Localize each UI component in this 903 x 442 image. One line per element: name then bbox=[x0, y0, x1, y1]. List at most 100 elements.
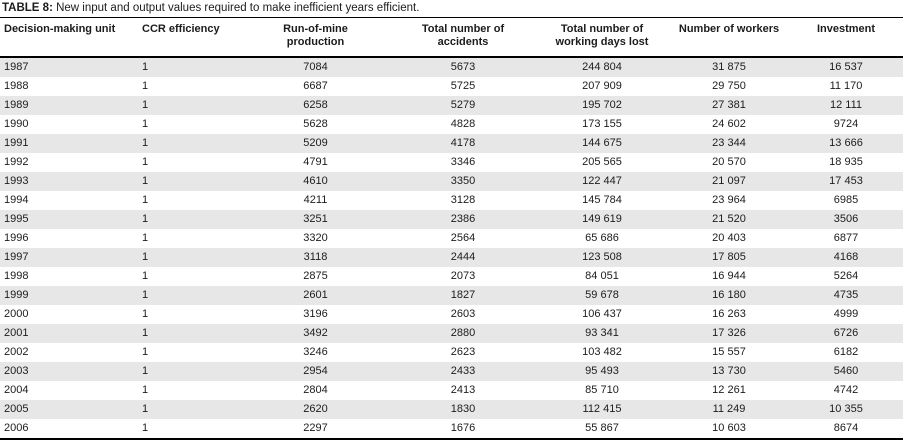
header-investment: Investment bbox=[789, 18, 903, 58]
value-cell: 1 bbox=[142, 213, 149, 225]
value-cell: 112 415 bbox=[582, 403, 622, 415]
value-cell: 55 867 bbox=[585, 422, 619, 434]
value-cell: 1 bbox=[142, 251, 149, 263]
value-cell: 1 bbox=[142, 118, 149, 130]
value-cell: 21 520 bbox=[712, 213, 746, 225]
table-caption-label: TABLE 8: bbox=[2, 2, 53, 14]
table-row: 1987 1 7084 5673 244 804 31 875 16 537 bbox=[0, 57, 903, 77]
value-cell: 3350 bbox=[450, 175, 476, 187]
table-row: 1997 1 3118 2444 123 508 17 805 4168 bbox=[0, 248, 903, 267]
value-cell: 4168 bbox=[833, 251, 859, 263]
year-cell: 2001 bbox=[4, 327, 29, 339]
value-cell: 106 437 bbox=[582, 308, 622, 320]
value-cell: 144 675 bbox=[582, 137, 622, 149]
value-cell: 9724 bbox=[833, 118, 859, 130]
value-cell: 149 619 bbox=[582, 213, 622, 225]
value-cell: 93 341 bbox=[585, 327, 619, 339]
table-row: 1996 1 3320 2564 65 686 20 403 6877 bbox=[0, 229, 903, 248]
value-cell: 5725 bbox=[450, 80, 476, 92]
value-cell: 23 964 bbox=[712, 194, 746, 206]
value-cell: 1 bbox=[142, 422, 149, 434]
value-cell: 5460 bbox=[833, 365, 859, 377]
table-row: 2003 1 2954 2433 95 493 13 730 5460 bbox=[0, 362, 903, 381]
value-cell: 59 678 bbox=[585, 289, 619, 301]
year-cell: 1987 bbox=[4, 61, 29, 73]
value-cell: 85 710 bbox=[585, 384, 619, 396]
value-cell: 12 111 bbox=[829, 99, 862, 111]
value-cell: 1 bbox=[142, 232, 149, 244]
value-cell: 5279 bbox=[450, 99, 476, 111]
year-cell: 2005 bbox=[4, 403, 29, 415]
table-row: 1991 1 5209 4178 144 675 23 344 13 666 bbox=[0, 134, 903, 153]
year-cell: 2003 bbox=[4, 365, 29, 377]
value-cell: 10 355 bbox=[829, 403, 863, 415]
value-cell: 5628 bbox=[303, 118, 328, 130]
value-cell: 3320 bbox=[303, 232, 328, 244]
year-cell: 1990 bbox=[4, 118, 29, 130]
value-cell: 10 603 bbox=[712, 422, 746, 434]
value-cell: 1 bbox=[142, 61, 149, 73]
table-row: 1993 1 4610 3350 122 447 21 097 17 453 bbox=[0, 172, 903, 191]
value-cell: 6985 bbox=[833, 194, 859, 206]
table-row: 1990 1 5628 4828 173 155 24 602 9724 bbox=[0, 115, 903, 134]
value-cell: 2620 bbox=[303, 403, 328, 415]
value-cell: 2804 bbox=[303, 384, 328, 396]
value-cell: 23 344 bbox=[712, 137, 746, 149]
table-row: 1989 1 6258 5279 195 702 27 381 12 111 bbox=[0, 96, 903, 115]
value-cell: 2413 bbox=[450, 384, 476, 396]
header-run-of-mine-production: Run-of-mine production bbox=[240, 18, 391, 58]
table-caption-text: New input and output values required to … bbox=[52, 2, 420, 14]
value-cell: 2444 bbox=[450, 251, 476, 263]
value-cell: 84 051 bbox=[585, 270, 619, 282]
value-cell: 24 602 bbox=[712, 118, 746, 130]
value-cell: 4828 bbox=[450, 118, 476, 130]
value-cell: 6687 bbox=[303, 80, 328, 92]
value-cell: 123 508 bbox=[582, 251, 622, 263]
value-cell: 5264 bbox=[833, 270, 859, 282]
value-cell: 1 bbox=[142, 308, 149, 320]
value-cell: 1 bbox=[142, 99, 149, 111]
value-cell: 145 784 bbox=[582, 194, 622, 206]
value-cell: 1 bbox=[142, 289, 149, 301]
value-cell: 122 447 bbox=[582, 175, 622, 187]
value-cell: 205 565 bbox=[582, 156, 622, 168]
value-cell: 1 bbox=[142, 194, 149, 206]
value-cell: 17 453 bbox=[829, 175, 863, 187]
value-cell: 1 bbox=[142, 137, 149, 149]
value-cell: 20 403 bbox=[712, 232, 746, 244]
value-cell: 4610 bbox=[303, 175, 328, 187]
year-cell: 1993 bbox=[4, 175, 29, 187]
year-cell: 1995 bbox=[4, 213, 29, 225]
value-cell: 2433 bbox=[450, 365, 476, 377]
table-row: 2005 1 2620 1830 112 415 11 249 10 355 bbox=[0, 400, 903, 419]
value-cell: 2623 bbox=[450, 346, 476, 358]
value-cell: 1827 bbox=[450, 289, 476, 301]
value-cell: 20 570 bbox=[712, 156, 746, 168]
value-cell: 195 702 bbox=[582, 99, 622, 111]
value-cell: 4742 bbox=[833, 384, 859, 396]
value-cell: 1 bbox=[142, 346, 149, 358]
value-cell: 1 bbox=[142, 156, 149, 168]
value-cell: 3506 bbox=[833, 213, 859, 225]
value-cell: 3492 bbox=[303, 327, 328, 339]
value-cell: 2954 bbox=[303, 365, 328, 377]
value-cell: 16 180 bbox=[712, 289, 746, 301]
year-cell: 1994 bbox=[4, 194, 29, 206]
value-cell: 2386 bbox=[450, 213, 476, 225]
header-decision-making-unit: Decision-making unit bbox=[0, 18, 140, 58]
value-cell: 1 bbox=[142, 365, 149, 377]
value-cell: 6258 bbox=[303, 99, 328, 111]
value-cell: 3118 bbox=[303, 251, 328, 263]
value-cell: 15 557 bbox=[712, 346, 746, 358]
year-cell: 1991 bbox=[4, 137, 29, 149]
value-cell: 2875 bbox=[303, 270, 328, 282]
value-cell: 173 155 bbox=[582, 118, 622, 130]
value-cell: 2297 bbox=[303, 422, 328, 434]
header-ccr-efficiency: CCR efficiency bbox=[140, 18, 240, 58]
value-cell: 2603 bbox=[450, 308, 476, 320]
table-row: 1988 1 6687 5725 207 909 29 750 11 170 bbox=[0, 77, 903, 96]
table-row: 1998 1 2875 2073 84 051 16 944 5264 bbox=[0, 267, 903, 286]
table-row: 1995 1 3251 2386 149 619 21 520 3506 bbox=[0, 210, 903, 229]
value-cell: 7084 bbox=[303, 61, 328, 73]
value-cell: 2564 bbox=[450, 232, 476, 244]
